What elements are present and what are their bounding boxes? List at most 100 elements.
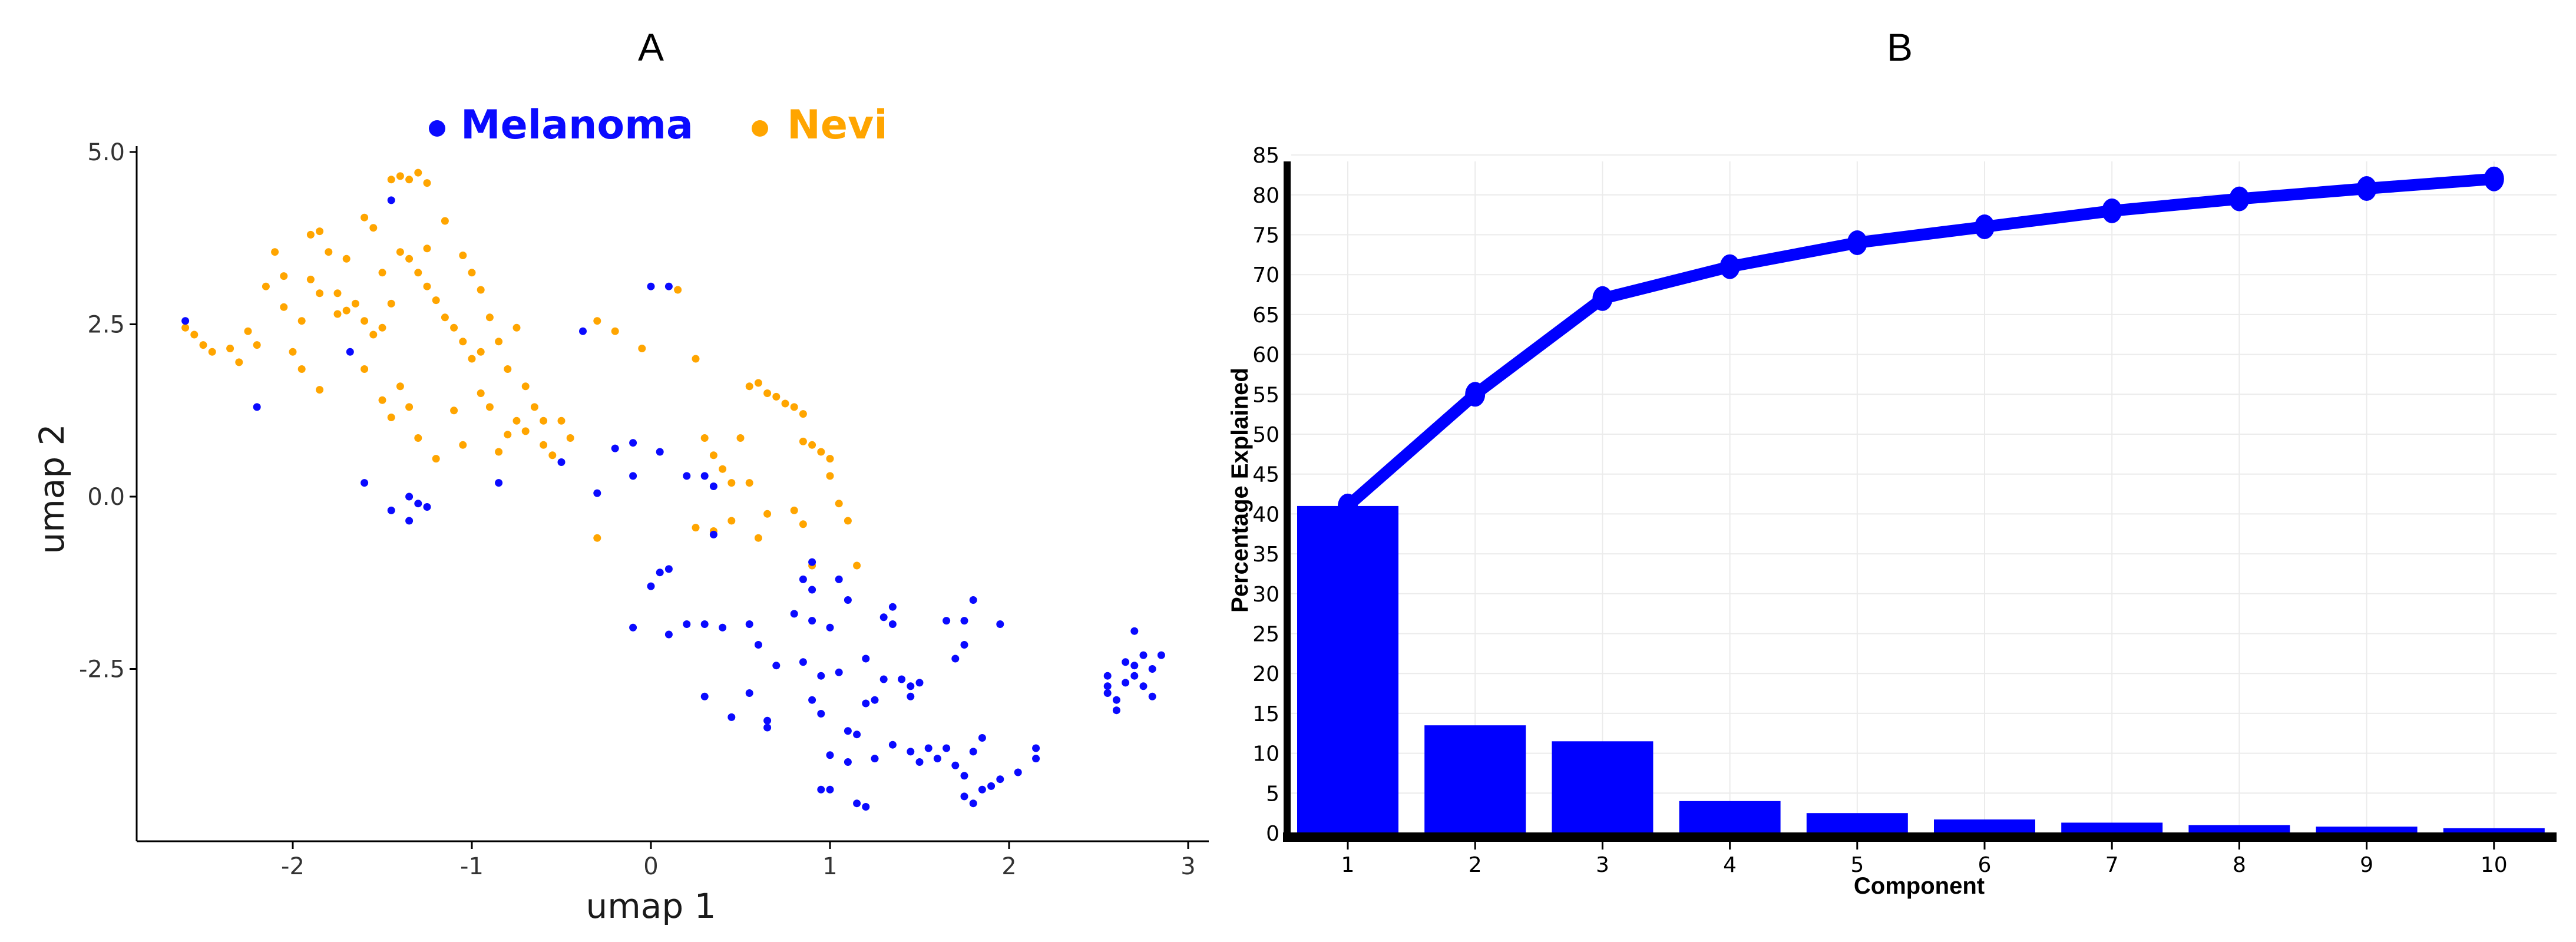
melanoma-point <box>862 803 870 811</box>
melanoma-point <box>1112 706 1120 715</box>
nevi-point <box>280 303 288 311</box>
nevi-point <box>817 448 825 456</box>
melanoma-point <box>844 596 852 604</box>
y-tick-label: 5 <box>1266 782 1279 806</box>
x-tick-label: 3 <box>1180 853 1195 880</box>
nevi-point <box>414 269 422 277</box>
melanoma-point <box>951 655 960 663</box>
nevi-point <box>262 282 270 290</box>
cumulative-point <box>2229 186 2250 211</box>
variance-bar <box>2061 822 2163 833</box>
melanoma-point <box>719 623 727 632</box>
nevi-point <box>199 341 207 349</box>
y-tick-label: 70 <box>1252 263 1279 287</box>
melanoma-point <box>808 617 816 625</box>
melanoma-point <box>924 744 932 752</box>
melanoma-point <box>987 782 996 790</box>
nevi-point <box>297 317 306 325</box>
melanoma-point <box>664 565 673 573</box>
cumulative-point <box>2484 166 2504 191</box>
melanoma-point <box>951 761 960 769</box>
nevi-point <box>414 434 422 442</box>
melanoma-point <box>826 623 834 632</box>
melanoma-point <box>969 799 977 808</box>
melanoma-point <box>423 503 431 511</box>
nevi-point <box>387 414 395 421</box>
melanoma-point <box>960 617 968 625</box>
nevi-point <box>754 534 762 542</box>
y-tick-label: 80 <box>1252 184 1279 208</box>
y-tick-label: -2.5 <box>79 656 125 683</box>
variance-bar <box>2188 825 2290 833</box>
nevi-point <box>799 410 807 418</box>
melanoma-point <box>871 755 879 763</box>
melanoma-point <box>387 196 395 204</box>
variance-bar <box>1934 819 2035 833</box>
melanoma-point <box>656 568 664 577</box>
nevi-point <box>763 510 772 518</box>
nevi-point <box>799 520 807 528</box>
nevi-point <box>226 345 234 352</box>
y-tick-label: 55 <box>1252 383 1279 407</box>
nevi-point <box>432 296 440 305</box>
melanoma-point <box>799 658 807 666</box>
nevi-point <box>181 323 190 332</box>
melanoma-point <box>933 755 941 763</box>
melanoma-point <box>879 675 888 683</box>
melanoma-point <box>1157 651 1165 659</box>
melanoma-point <box>253 403 261 411</box>
melanoma-point <box>817 785 825 794</box>
nevi-point <box>459 338 467 346</box>
nevi-point <box>316 386 324 394</box>
nevi-point <box>530 403 538 411</box>
cumulative-point <box>1719 254 1740 279</box>
melanoma-point <box>978 785 986 794</box>
nevi-point <box>692 524 700 532</box>
nevi-point <box>826 472 834 480</box>
x-tick-label: 10 <box>2481 853 2508 877</box>
melanoma-point <box>1103 672 1112 680</box>
nevi-point <box>521 382 530 391</box>
nevi-point <box>808 441 816 449</box>
nevi-point <box>423 244 431 253</box>
melanoma-point <box>647 282 655 290</box>
x-tick-label: -1 <box>460 853 484 880</box>
x-axis-ticks: 1 2 3 4 5 6 7 8 9 10 <box>1341 841 2508 877</box>
melanoma-point <box>495 479 503 487</box>
nevi-point <box>477 389 485 397</box>
nevi-point <box>387 299 395 308</box>
melanoma-point <box>1014 768 1022 776</box>
y-tick-label: 40 <box>1252 503 1279 527</box>
y-tick-label: 20 <box>1252 662 1279 686</box>
melanoma-point <box>683 620 691 628</box>
x-tick-label: 1 <box>822 853 837 880</box>
melanoma-point <box>888 741 897 749</box>
nevi-point <box>459 252 467 259</box>
melanoma-point <box>1130 627 1139 635</box>
melanoma-point <box>943 744 951 752</box>
melanoma-point <box>1130 672 1139 680</box>
y-tick-label: 30 <box>1252 583 1279 607</box>
melanoma-point <box>888 603 897 611</box>
nevi-point <box>521 427 530 435</box>
y-tick-label: 0.0 <box>87 484 125 511</box>
melanoma-point <box>1122 658 1130 666</box>
nevi-point <box>772 392 781 401</box>
melanoma-point <box>969 596 977 604</box>
nevi-point <box>781 399 789 408</box>
melanoma-point <box>1148 692 1156 700</box>
melanoma-point <box>1103 689 1112 697</box>
nevi-point <box>495 448 503 456</box>
nevi-point <box>674 286 682 294</box>
nevi-point <box>333 289 342 298</box>
legend-label-melanoma: Melanoma <box>461 102 693 148</box>
nevi-point <box>423 179 431 187</box>
nevi-point <box>342 254 350 263</box>
melanoma-point <box>898 675 906 683</box>
cumulative-line <box>1338 166 2504 518</box>
melanoma-point <box>700 620 709 628</box>
melanoma-point <box>629 439 637 447</box>
nevi-point <box>369 330 378 339</box>
x-tick-label: 2 <box>1001 853 1016 880</box>
